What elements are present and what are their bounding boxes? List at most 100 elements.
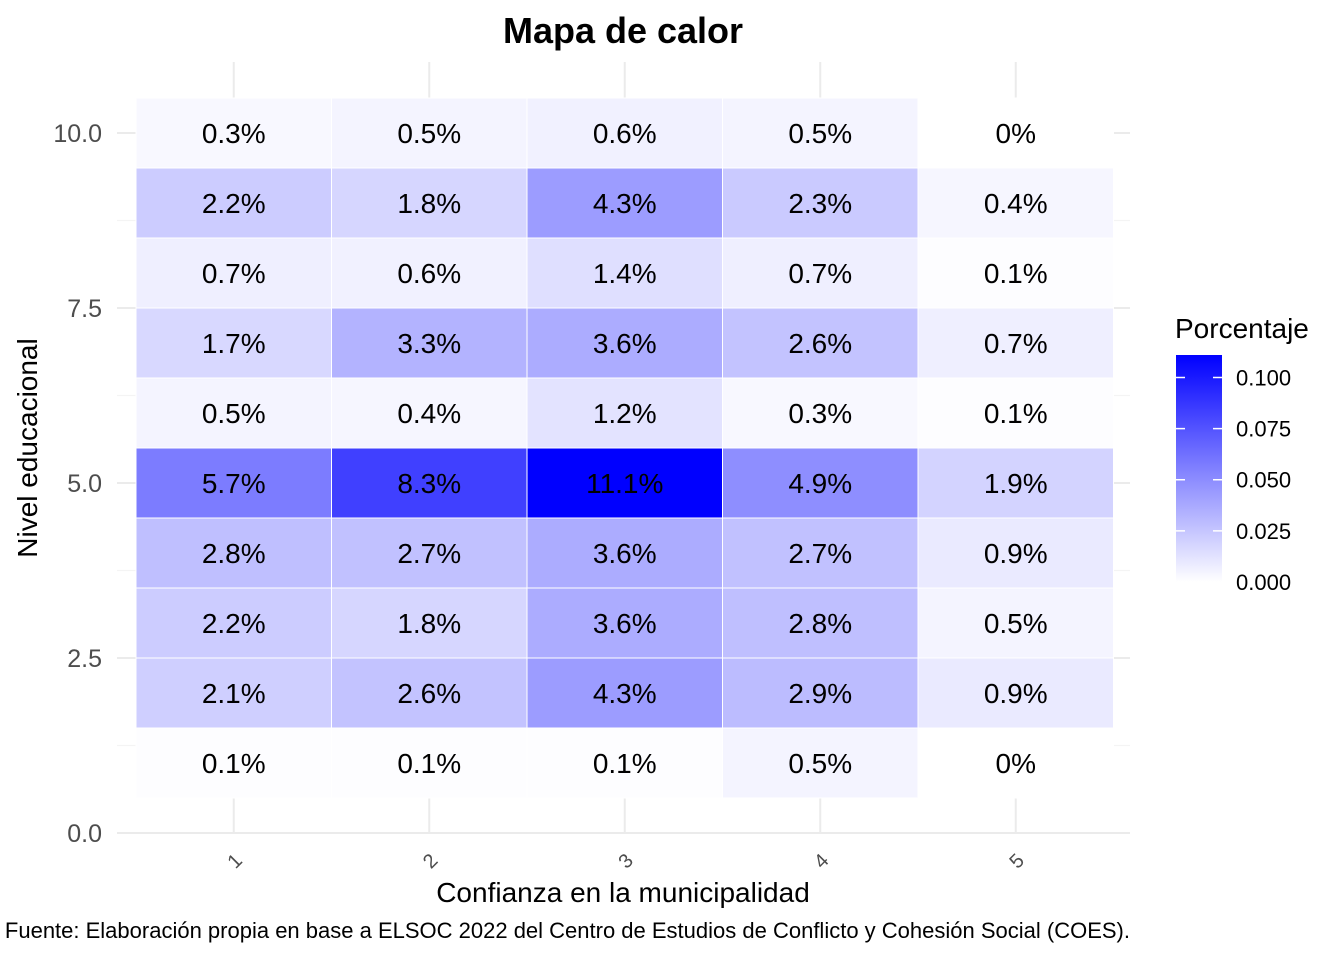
cell-label-x3-y2: 4.3% <box>593 678 657 709</box>
heatmap-cell-x1-y8 <box>135 237 332 309</box>
cell-label-x1-y3: 2.2% <box>202 608 266 639</box>
x-tick-label-4: 4 <box>810 850 833 873</box>
cell-label-x3-y6: 1.2% <box>593 398 657 429</box>
heatmap-cell-x2-y9 <box>331 167 528 239</box>
heatmap-cell-x1-y1 <box>135 727 332 799</box>
chart-title: Mapa de calor <box>503 10 743 51</box>
cell-label-x4-y6: 0.3% <box>788 398 852 429</box>
cell-label-x4-y3: 2.8% <box>788 608 852 639</box>
heatmap-cell-x5-y6 <box>917 377 1114 449</box>
cell-label-x3-y10: 0.6% <box>593 118 657 149</box>
y-axis-title: Nivel educacional <box>12 338 43 557</box>
caption: Fuente: Elaboración propia en base a ELS… <box>4 918 1130 943</box>
heatmap-cell-x4-y9 <box>722 167 919 239</box>
heatmap-cell-x4-y1 <box>722 727 919 799</box>
cell-label-x1-y10: 0.3% <box>202 118 266 149</box>
heatmap-cell-x2-y4 <box>331 517 528 589</box>
cell-label-x1-y4: 2.8% <box>202 538 266 569</box>
x-tick-label-2: 2 <box>419 850 442 873</box>
cell-label-x4-y7: 2.6% <box>788 328 852 359</box>
heatmap-cell-x4-y5 <box>722 447 919 519</box>
cell-label-x5-y10: 0% <box>996 118 1036 149</box>
cell-label-x4-y10: 0.5% <box>788 118 852 149</box>
cell-label-x2-y10: 0.5% <box>397 118 461 149</box>
heatmap-cell-x3-y9 <box>526 167 723 239</box>
cell-label-x2-y6: 0.4% <box>397 398 461 429</box>
cell-label-x2-y4: 2.7% <box>397 538 461 569</box>
heatmap-cell-x3-y4 <box>526 517 723 589</box>
cell-label-x5-y4: 0.9% <box>984 538 1048 569</box>
cell-label-x3-y8: 1.4% <box>593 258 657 289</box>
y-axis: 0.0 2.5 5.0 7.5 10.0 <box>53 120 102 848</box>
cell-label-x5-y6: 0.1% <box>984 398 1048 429</box>
heatmap-cell-x5-y10 <box>917 97 1114 169</box>
cell-label-x1-y1: 0.1% <box>202 748 266 779</box>
legend-tick-label-1: 0.025 <box>1236 519 1291 544</box>
cell-label-x2-y3: 1.8% <box>397 608 461 639</box>
y-tick-label-0: 0.0 <box>67 820 102 848</box>
heatmap-cell-x4-y4 <box>722 517 919 589</box>
heatmap-cell-x1-y7 <box>135 307 332 379</box>
cell-label-x1-y7: 1.7% <box>202 328 266 359</box>
heatmap-cell-x2-y8 <box>331 237 528 309</box>
heatmap-cell-x5-y1 <box>917 727 1114 799</box>
heatmap-cell-x2-y6 <box>331 377 528 449</box>
cell-label-x5-y9: 0.4% <box>984 188 1048 219</box>
color-legend: Porcentaje 0.000 0.025 0.050 0.075 0.100 <box>1175 313 1309 595</box>
heatmap-cell-x4-y6 <box>722 377 919 449</box>
legend-tick-label-3: 0.075 <box>1236 417 1291 442</box>
cell-labels: 0.3% 0.5% 0.6% 0.5% 0% 2.2% 1.8% 4.3% 2.3% 0.4% 0.… <box>202 118 1048 779</box>
cell-label-x1-y6: 0.5% <box>202 398 266 429</box>
cell-label-x2-y2: 2.6% <box>397 678 461 709</box>
cell-label-x4-y8: 0.7% <box>788 258 852 289</box>
cell-label-x2-y1: 0.1% <box>397 748 461 779</box>
heatmap-cell-x3-y6 <box>526 377 723 449</box>
heatmap-cell-x3-y5 <box>526 447 723 519</box>
cell-label-x3-y1: 0.1% <box>593 748 657 779</box>
heatmap-cell-x2-y5 <box>331 447 528 519</box>
y-tick-label-4: 10.0 <box>53 120 102 148</box>
x-axis-title: Confianza en la municipalidad <box>436 877 810 908</box>
cell-label-x5-y2: 0.9% <box>984 678 1048 709</box>
legend-tick-label-4: 0.100 <box>1236 365 1291 390</box>
cell-label-x1-y5: 5.7% <box>202 468 266 499</box>
cell-label-x4-y2: 2.9% <box>788 678 852 709</box>
cell-label-x5-y8: 0.1% <box>984 258 1048 289</box>
cell-label-x4-y9: 2.3% <box>788 188 852 219</box>
cell-label-x2-y5: 8.3% <box>397 468 461 499</box>
heatmap-cells <box>135 97 1114 799</box>
cell-label-x3-y5: 11.1% <box>586 468 663 499</box>
heatmap-cell-x5-y2 <box>917 657 1114 729</box>
x-tick-label-5: 5 <box>1005 850 1028 873</box>
legend-title: Porcentaje <box>1175 313 1309 344</box>
cell-label-x4-y4: 2.7% <box>788 538 852 569</box>
cell-label-x5-y3: 0.5% <box>984 608 1048 639</box>
heatmap-cell-x1-y5 <box>135 447 332 519</box>
cell-label-x3-y9: 4.3% <box>593 188 657 219</box>
cell-label-x1-y8: 0.7% <box>202 258 266 289</box>
legend-colorbar <box>1176 355 1222 582</box>
heatmap-cell-x1-y6 <box>135 377 332 449</box>
x-tick-label-1: 1 <box>223 850 246 873</box>
cell-label-x5-y5: 1.9% <box>984 468 1048 499</box>
cell-label-x5-y1: 0% <box>996 748 1036 779</box>
heatmap-cell-x3-y7 <box>526 307 723 379</box>
legend-tick-label-0: 0.000 <box>1236 570 1291 595</box>
heatmap-cell-x5-y5 <box>917 447 1114 519</box>
cell-label-x4-y1: 0.5% <box>788 748 852 779</box>
y-tick-label-3: 7.5 <box>67 295 102 323</box>
cell-label-x1-y9: 2.2% <box>202 188 266 219</box>
cell-label-x2-y7: 3.3% <box>397 328 461 359</box>
cell-label-x1-y2: 2.1% <box>202 678 266 709</box>
cell-label-x5-y7: 0.7% <box>984 328 1048 359</box>
heatmap-cell-x1-y4 <box>135 517 332 589</box>
x-tick-label-3: 3 <box>614 850 637 873</box>
y-tick-label-1: 2.5 <box>67 645 102 673</box>
cell-label-x2-y8: 0.6% <box>397 258 461 289</box>
heatmap-cell-x3-y10 <box>526 97 723 169</box>
heatmap-cell-x4-y7 <box>722 307 919 379</box>
y-tick-label-2: 5.0 <box>67 470 102 498</box>
legend-tick-label-2: 0.050 <box>1236 468 1291 493</box>
